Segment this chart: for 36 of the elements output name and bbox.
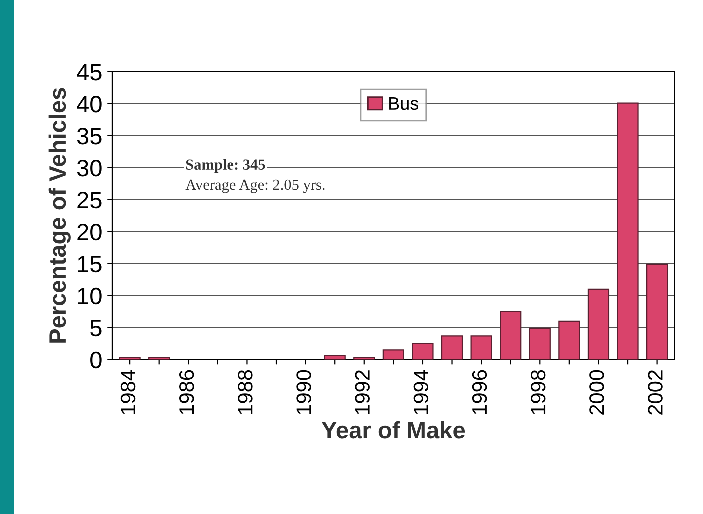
bar <box>470 336 492 360</box>
y-tick-label: 25 <box>78 192 102 209</box>
y-tick-label: 20 <box>78 224 102 241</box>
y-tick-label: 45 <box>77 64 102 81</box>
annotation: Sample: 345 <box>186 159 266 174</box>
bar <box>529 328 551 360</box>
x-tick-label: 1986 <box>179 370 194 414</box>
bar <box>382 350 404 360</box>
y-tick-label: 0 <box>90 352 102 369</box>
x-tick-label: 1990 <box>296 370 312 414</box>
x-tick-label: 1998 <box>530 370 546 414</box>
bar <box>588 288 610 360</box>
bar <box>646 264 668 360</box>
annotation: Average Age: 2.05 yrs. <box>186 180 325 194</box>
x-tick-label: 1984 <box>120 370 136 414</box>
legend-label: Bus <box>390 98 419 110</box>
y-tick-label: 35 <box>77 128 102 145</box>
x-tick-label: 1988 <box>238 370 253 414</box>
x-tick-label: 1992 <box>355 370 370 414</box>
y-tick-label: 5 <box>90 320 102 337</box>
bar <box>617 102 639 360</box>
x-axis-title: Year of Make <box>322 421 466 439</box>
y-tick-label: 30 <box>77 160 102 177</box>
y-axis-title: Percentage of Vehicles <box>48 88 71 343</box>
bar <box>412 343 434 360</box>
bar <box>558 320 580 360</box>
bar <box>324 355 346 360</box>
y-tick-label: 10 <box>78 288 102 305</box>
y-tick-label: 15 <box>78 256 102 273</box>
bar <box>441 336 464 360</box>
y-tick-label: 40 <box>77 96 102 113</box>
x-tick-label: 1996 <box>472 370 488 414</box>
x-tick-label: 2002 <box>648 370 663 415</box>
bar <box>500 311 522 360</box>
x-tick-label: 2000 <box>590 370 604 415</box>
x-tick-label: 1994 <box>414 370 429 414</box>
